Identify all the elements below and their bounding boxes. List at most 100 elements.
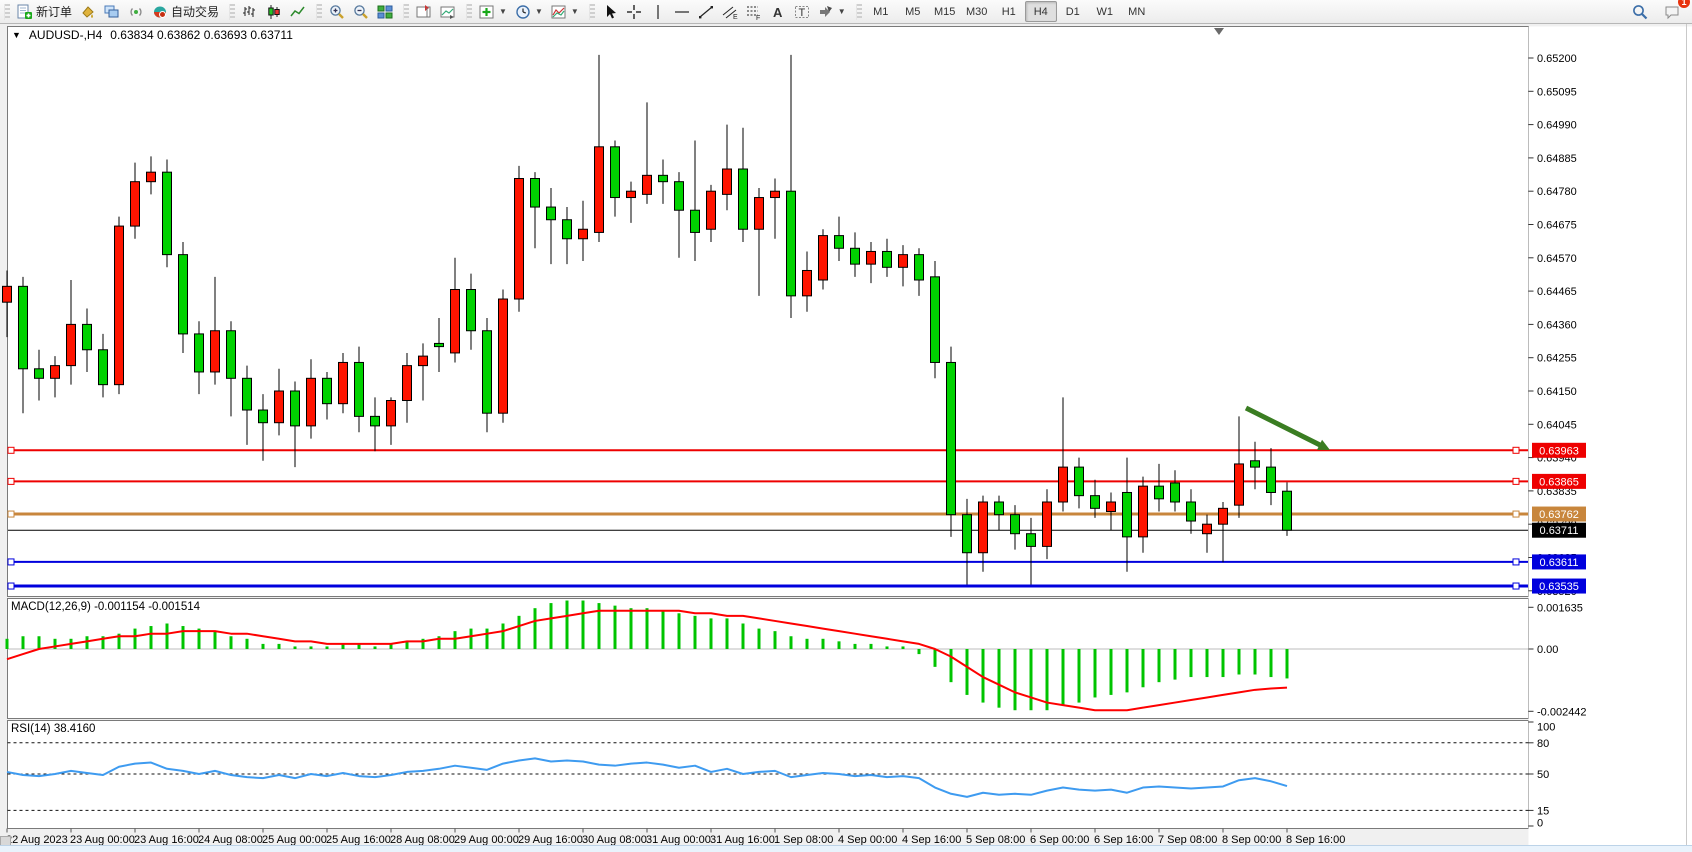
toolbar-button-auto-scroll[interactable]	[436, 0, 460, 23]
auto-trading-icon	[154, 6, 167, 18]
chevron-down-icon[interactable]: ▼	[837, 7, 846, 16]
time-axis-label: 29 Aug 16:00	[518, 834, 583, 846]
timeframe-button-w1[interactable]: W1	[1096, 5, 1113, 18]
toolbar-group: ▼ ▼ ▼	[462, 0, 585, 23]
candle	[626, 190, 636, 199]
toolbar-button-chart-shift[interactable]	[412, 0, 436, 23]
timeframe-button-m30[interactable]: M30	[966, 5, 988, 18]
line-handle[interactable]	[1512, 558, 1520, 566]
timeframe-button-m15[interactable]: M15	[934, 5, 956, 18]
toolbar-grip[interactable]	[588, 3, 595, 20]
macd-indicator-label: MACD(12,26,9) -0.001154 -0.001514	[11, 601, 201, 613]
toolbar-button-zoom-in[interactable]	[325, 0, 349, 23]
toolbar-button-indicators[interactable]: ▼	[475, 0, 511, 23]
toolbar-button-equidistant-channel[interactable]: E	[718, 0, 742, 23]
candle	[194, 333, 204, 373]
price-line-label: 0.63762	[1539, 509, 1579, 521]
toolbar-grip[interactable]	[466, 3, 473, 20]
candle	[1154, 485, 1164, 500]
chevron-down-icon[interactable]: ▼	[499, 7, 507, 16]
line-handle[interactable]	[7, 582, 15, 590]
price-line-label-box	[1532, 554, 1586, 570]
toolbar-button-tile-windows[interactable]	[373, 0, 397, 23]
trend-line-icon	[698, 5, 713, 18]
toolbar-button-crosshair[interactable]	[622, 0, 646, 23]
arrow-annotation[interactable]	[1244, 405, 1324, 449]
toolbar-grip[interactable]	[316, 3, 323, 20]
time-axis-label: 22 Aug 2023	[6, 834, 68, 846]
toolbar-button-templates[interactable]: ▼	[547, 0, 583, 23]
toolbar-button-text-label[interactable]: T	[790, 0, 814, 23]
price-line-label-box	[1532, 506, 1586, 522]
toolbar-button-trend-line[interactable]	[694, 0, 718, 23]
candle	[418, 355, 428, 367]
vertical-line-icon	[657, 4, 659, 19]
periods-icon	[516, 4, 530, 19]
toolbar-button-line-chart[interactable]	[286, 0, 310, 23]
collapse-ohlc-icon[interactable]: ▼	[12, 30, 21, 40]
timeframe-button-h1[interactable]: H1	[1001, 5, 1016, 18]
line-handle[interactable]	[7, 446, 15, 454]
toolbar-button-zoom-out[interactable]	[349, 0, 373, 23]
price-tick-label: 0.64465	[1537, 286, 1577, 298]
fibonacci-icon: F	[746, 6, 760, 20]
candle	[1170, 482, 1180, 503]
line-handle[interactable]	[7, 510, 15, 518]
templates-icon	[551, 5, 566, 18]
market-signal-icon	[130, 7, 142, 16]
toolbar-grip[interactable]	[229, 3, 236, 20]
svg-text:E: E	[733, 14, 738, 20]
toolbar: 新订单 自动交易 ▼ ▼ ▼ E F A T ▼ M1 M5 M15 M30 H1 H4 D1 W1 MN 1	[0, 0, 1692, 24]
arrow-annotation-head[interactable]	[1317, 439, 1330, 450]
line-handle[interactable]	[1512, 582, 1520, 590]
timeframe-button-m1[interactable]: M1	[873, 5, 889, 18]
timeframe-button-h4[interactable]: H4	[1024, 1, 1057, 22]
toolbar-button-arrows[interactable]: ▼	[814, 0, 850, 23]
chart-shift-marker[interactable]	[1214, 28, 1224, 35]
candle	[1266, 466, 1276, 493]
toolbar-button-profiles[interactable]	[100, 0, 124, 23]
toolbar-button-periods[interactable]: ▼	[511, 0, 547, 23]
line-handle[interactable]	[7, 477, 15, 485]
chevron-down-icon[interactable]: ▼	[534, 7, 543, 16]
chevron-down-icon[interactable]: ▼	[570, 7, 579, 16]
toolbar-button-market-signal[interactable]	[124, 0, 148, 23]
candle	[130, 181, 140, 227]
time-axis-label: 25 Aug 16:00	[326, 834, 391, 846]
notifications-button[interactable]: 1	[1660, 0, 1690, 23]
search-button[interactable]	[1628, 0, 1652, 23]
toolbar-button-vertical-line[interactable]	[646, 0, 670, 23]
candle	[50, 365, 60, 379]
timeframe-button-mn[interactable]: MN	[1128, 5, 1146, 18]
candle	[1282, 490, 1292, 531]
price-line-label-box	[1532, 473, 1586, 489]
line-handle[interactable]	[1512, 477, 1520, 485]
toolbar-button-paint-bucket[interactable]	[76, 0, 100, 23]
candle	[1106, 501, 1116, 513]
macd-panel	[7, 598, 1529, 719]
toolbar-button-auto-trading[interactable]: 自动交易	[148, 0, 223, 23]
toolbar-button-cursor[interactable]	[598, 0, 622, 23]
toolbar-button-candlestick-chart[interactable]	[262, 0, 286, 23]
macd-axis-label: 0.00	[1537, 644, 1558, 656]
toolbar-button-horizontal-line[interactable]	[670, 0, 694, 23]
timeframe-button-d1[interactable]: D1	[1065, 5, 1080, 18]
candle	[562, 219, 572, 240]
line-handle[interactable]	[1512, 446, 1520, 454]
symbol-title: AUDUSD-,H4	[28, 28, 103, 42]
line-handle[interactable]	[1512, 510, 1520, 518]
toolbar-button-new-order[interactable]: 新订单	[13, 0, 76, 23]
line-chart-icon	[290, 6, 305, 16]
toolbar-group	[399, 0, 462, 23]
price-tick-label: 0.64675	[1537, 219, 1577, 231]
candle	[802, 269, 812, 297]
toolbar-button-text[interactable]: A	[766, 0, 790, 23]
timeframe-button-m5[interactable]: M5	[905, 5, 921, 18]
toolbar-grip[interactable]	[403, 3, 410, 20]
toolbar-button-bar-chart[interactable]	[238, 0, 262, 23]
toolbar-grip[interactable]	[4, 3, 10, 20]
toolbar-button-fibonacci[interactable]: F	[742, 0, 766, 23]
toolbar-grip[interactable]	[855, 3, 862, 20]
line-handle[interactable]	[7, 558, 15, 566]
